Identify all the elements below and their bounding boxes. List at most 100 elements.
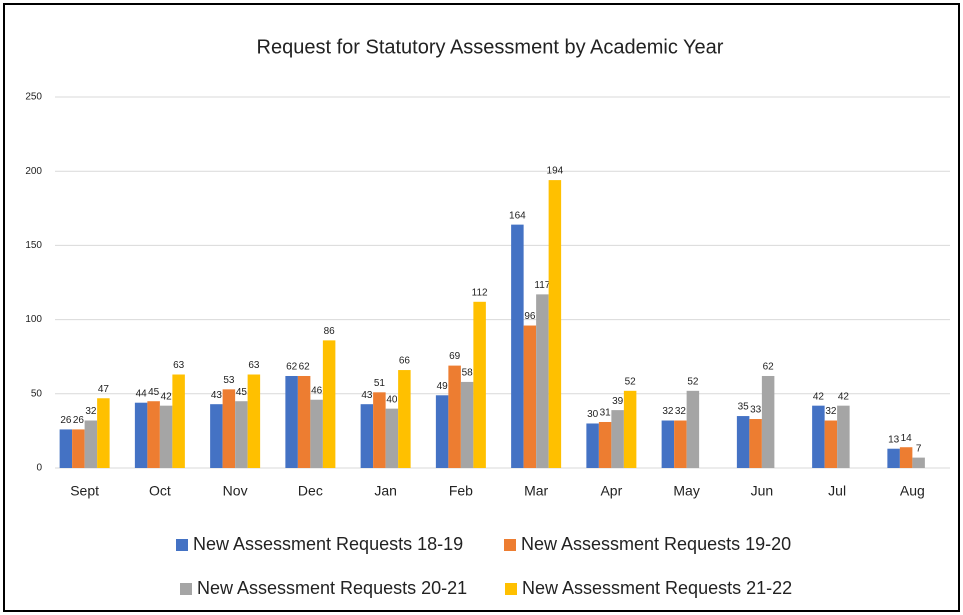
data-label: 45 [236,387,248,398]
bar [586,423,599,468]
bar [59,429,73,468]
legend-swatch [176,539,188,551]
legend-label: New Assessment Requests 19-20 [521,534,791,554]
bar [210,404,223,468]
data-label: 62 [286,362,298,373]
data-label: 14 [901,433,913,444]
data-label: 69 [449,351,461,362]
x-tick-label: Jan [374,483,397,499]
x-tick-label: Feb [449,483,473,499]
bar [72,429,85,468]
data-label: 42 [838,391,850,402]
legend-swatch [504,539,516,551]
data-label: 66 [399,356,411,367]
bar [310,399,323,468]
data-label: 112 [472,287,488,298]
bar [448,365,461,468]
data-label: 33 [750,405,762,416]
bar [97,398,110,468]
y-tick-label: 100 [25,314,42,325]
bar [887,448,900,468]
data-label: 52 [687,376,699,387]
bar [134,402,148,468]
bar [761,375,775,468]
bar [460,381,474,468]
data-label: 39 [612,396,624,407]
data-label: 42 [813,391,825,402]
data-label: 164 [509,210,526,221]
data-label: 32 [85,406,97,417]
bar [172,374,185,468]
x-tick-label: May [673,483,699,499]
data-label: 49 [437,381,449,392]
y-tick-label: 250 [25,92,42,103]
bar [912,457,925,468]
data-label: 52 [625,376,637,387]
data-label: 44 [136,388,148,399]
bar [686,390,700,468]
y-tick-label: 150 [25,240,42,251]
data-label: 63 [173,360,185,371]
y-tick-label: 50 [31,388,43,399]
data-label: 40 [386,394,398,405]
bar [736,416,750,468]
x-tick-label: Apr [600,483,622,499]
bar [247,374,261,468]
bar [159,405,173,468]
data-label: 47 [98,384,110,395]
bar [824,420,838,468]
x-tick-label: Jun [751,483,774,499]
bar [373,392,386,468]
y-tick-label: 200 [25,166,42,177]
bar [598,421,612,468]
data-label: 43 [211,390,223,401]
data-label: 51 [374,378,386,389]
x-tick-label: Dec [298,483,323,499]
data-label: 32 [662,406,674,417]
data-label: 62 [299,362,311,373]
x-tick-label: Nov [223,483,248,499]
bar [84,420,98,468]
data-label: 117 [534,280,550,291]
data-label: 63 [248,360,260,371]
data-label: 31 [600,408,612,419]
data-label: 30 [587,409,599,420]
bar [360,404,374,468]
bar [536,294,549,468]
legend-swatch [505,583,517,595]
bar [623,390,637,468]
bar [398,370,411,468]
bar [511,224,524,468]
data-label: 96 [524,311,536,322]
bar [235,401,248,468]
data-label: 53 [223,375,235,386]
bar [297,375,311,468]
data-label: 45 [148,387,160,398]
y-tick-label: 0 [36,463,42,474]
data-label: 32 [675,406,687,417]
data-label: 58 [462,368,474,379]
legend-swatch [180,583,192,595]
chart-title: Request for Statutory Assessment by Acad… [257,36,724,58]
x-tick-label: Sept [70,483,99,499]
x-tick-label: Jul [828,483,846,499]
bar [147,401,160,468]
x-tick-label: Mar [524,483,548,499]
data-label: 194 [547,166,564,177]
bar [285,375,298,468]
bar [385,408,399,468]
bar [899,447,913,468]
bar [222,389,236,468]
data-label: 7 [916,443,922,454]
data-label: 26 [73,415,85,426]
data-label: 46 [311,385,323,396]
bar [473,301,486,468]
data-label: 35 [738,402,750,413]
x-tick-label: Oct [149,483,171,499]
bar [322,340,336,468]
data-label: 86 [324,326,336,337]
x-tick-label: Aug [900,483,925,499]
data-label: 13 [888,434,900,445]
legend-label: New Assessment Requests 20-21 [197,578,467,598]
bar [837,405,850,468]
